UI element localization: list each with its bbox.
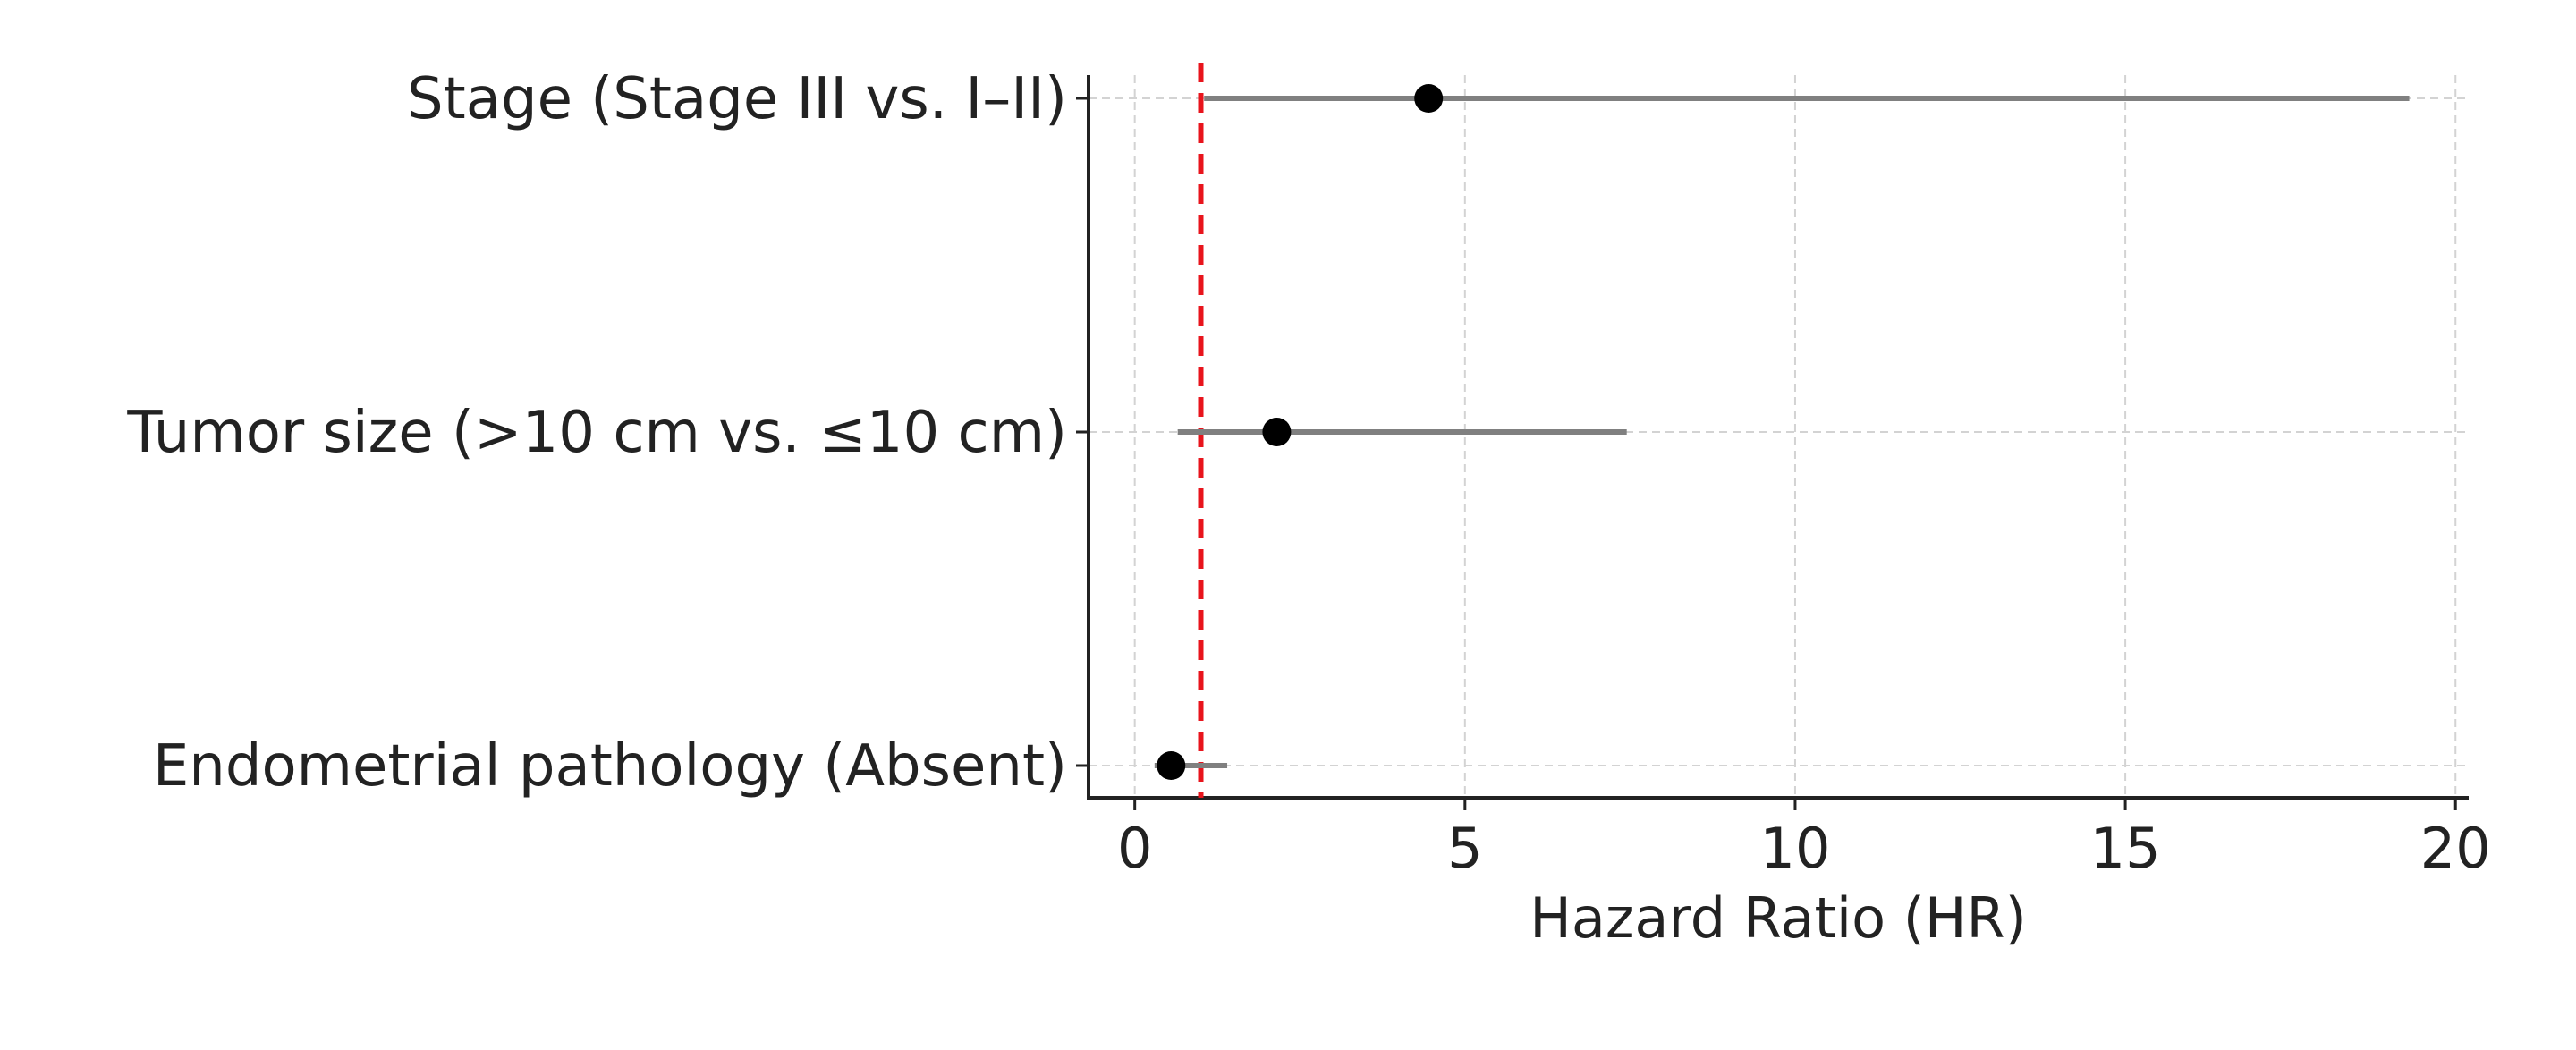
point-layer xyxy=(1157,84,1444,780)
y-tick-layer: Stage (Stage III vs. I–II) Tumor size (>1… xyxy=(126,66,1089,800)
axes-layer xyxy=(1087,75,2469,800)
x-axis-label: Hazard Ratio (HR) xyxy=(1530,885,2027,951)
x-tick-layer: 0 5 10 15 20 xyxy=(1117,798,2491,881)
hazard-ratio-point xyxy=(1157,751,1186,780)
x-tick-label: 5 xyxy=(1447,816,1482,881)
y-tick-label: Endometrial pathology (Absent) xyxy=(153,733,1067,800)
x-tick-label: 0 xyxy=(1117,816,1152,881)
grid-layer xyxy=(1089,75,2469,798)
hazard-ratio-point xyxy=(1414,84,1444,113)
x-tick-label: 10 xyxy=(1760,816,1831,881)
x-tick-label: 20 xyxy=(2420,816,2491,881)
y-tick-label: Tumor size (>10 cm vs. ≤10 cm) xyxy=(126,400,1067,466)
x-tick-label: 15 xyxy=(2090,816,2161,881)
y-tick-label: Stage (Stage III vs. I–II) xyxy=(407,66,1067,132)
hazard-ratio-point xyxy=(1262,418,1292,446)
